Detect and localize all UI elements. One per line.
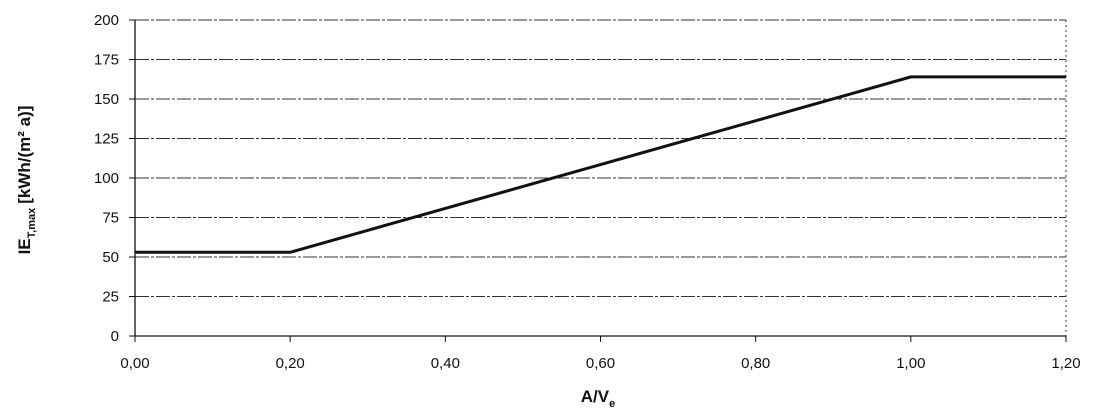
x-tick-label: 0,60	[586, 355, 615, 372]
x-tick-label: 1,20	[1051, 355, 1080, 372]
x-axis-label-main: A/V	[581, 387, 610, 406]
y-tick-label: 25	[102, 289, 119, 306]
y-axis-label-sub: T,max	[26, 207, 38, 238]
x-tick-label: 0,80	[741, 355, 770, 372]
y-tick-label: 0	[111, 328, 119, 345]
series-lines	[135, 75, 1066, 254]
x-tick-labels: 0,00 0,20 0,40 0,60 0,80 1,00 1,20	[120, 355, 1080, 372]
x-tick-label: 0,20	[276, 355, 305, 372]
y-tick-label: 175	[94, 52, 119, 69]
y-axis-label: IET,max [kWh/(m² a)]	[15, 106, 38, 255]
y-tick-label: 100	[94, 170, 119, 187]
y-tick-label: 150	[94, 91, 119, 108]
y-tick-label: 75	[102, 210, 119, 227]
x-tick-label: 0,40	[431, 355, 460, 372]
y-tick-labels: 0 25 50 75 100 125 150 175 200	[94, 12, 119, 345]
axes	[129, 19, 1067, 342]
x-axis-label-sub: e	[609, 398, 615, 410]
y-tick-label: 200	[94, 12, 119, 29]
grid-lines	[135, 19, 1066, 297]
y-tick-label: 125	[94, 131, 119, 148]
x-axis-label: A/Ve	[581, 387, 615, 410]
series-line	[135, 75, 1066, 254]
y-axis-label-main: IE	[15, 238, 34, 254]
y-axis-label-unit: [kWh/(m² a)]	[15, 106, 34, 204]
y-tick-label: 50	[102, 249, 119, 266]
x-tick-label: 0,00	[120, 355, 149, 372]
x-tick-label: 1,00	[896, 355, 925, 372]
